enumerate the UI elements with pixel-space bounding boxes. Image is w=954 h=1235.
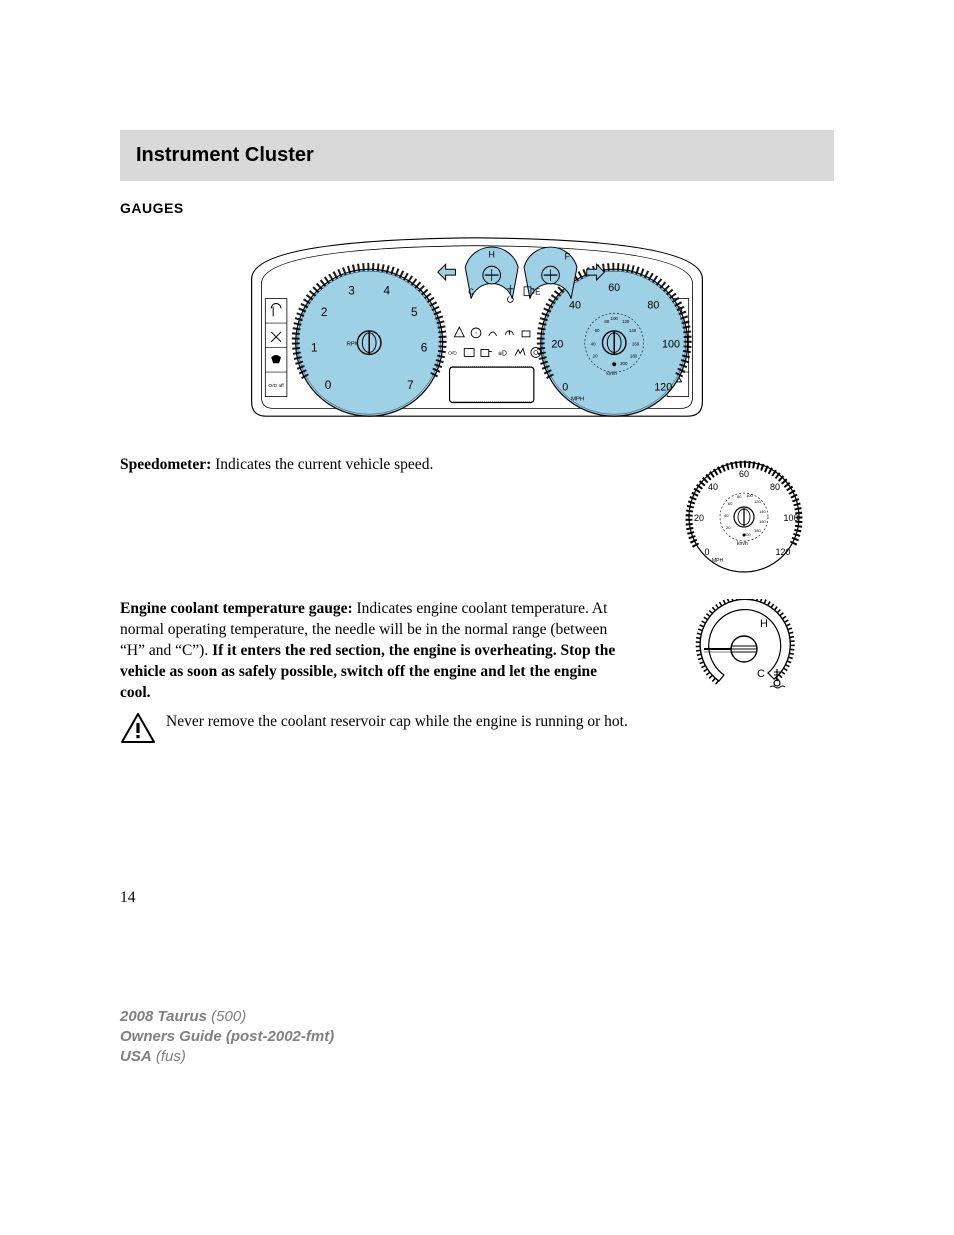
svg-text:F: F (564, 251, 570, 261)
speedometer-text: Indicates the current vehicle speed. (211, 456, 433, 473)
svg-text:200: 200 (620, 361, 628, 366)
svg-text:H: H (760, 618, 768, 630)
svg-text:60: 60 (739, 469, 749, 479)
svg-text:40: 40 (724, 513, 729, 518)
seatbelt-icon (271, 303, 281, 316)
svg-text:20: 20 (726, 525, 731, 530)
center-warning-lights: ! O/D ≡D (448, 326, 541, 357)
svg-text:100: 100 (662, 338, 680, 350)
svg-text:MPH: MPH (712, 558, 724, 564)
svg-text:180: 180 (754, 528, 761, 533)
left-turn-icon (438, 264, 456, 280)
svg-text:O/D: O/D (448, 350, 457, 356)
section-title: Instrument Cluster (136, 144, 818, 167)
svg-text:80: 80 (737, 494, 742, 499)
svg-text:4: 4 (384, 285, 391, 298)
svg-text:180: 180 (630, 353, 638, 358)
svg-text:km/h: km/h (737, 541, 748, 547)
svg-text:80: 80 (647, 299, 659, 311)
svg-text:40: 40 (591, 342, 596, 347)
speedometer-row: Speedometer: Indicates the current vehic… (120, 455, 834, 575)
svg-text:100: 100 (611, 316, 619, 321)
indicator-column-left: O/D off (265, 298, 287, 396)
speedometer-gauge: 0 20 40 60 80 100 120 MPH 20 40 60 80 10… (541, 267, 688, 416)
speedometer-desc: Speedometer: Indicates the current vehic… (120, 455, 630, 476)
page-number: 14 (120, 889, 834, 907)
temp-gauge-small: H C (438, 247, 518, 302)
warning-triangle-icon (120, 712, 156, 749)
svg-text:C: C (468, 288, 474, 297)
svg-text:120: 120 (622, 319, 630, 324)
svg-text:60: 60 (595, 328, 600, 333)
cluster-svg: O/D off 0 1 2 3 (222, 230, 732, 426)
svg-text:5: 5 (411, 306, 418, 319)
svg-text:100: 100 (783, 513, 798, 523)
speedometer-label: Speedometer: (120, 456, 211, 473)
coolant-detail-figure: H C (654, 599, 834, 699)
footer-line-3: USA (fus) (120, 1047, 834, 1067)
svg-text:E: E (535, 288, 540, 297)
svg-text:0: 0 (325, 379, 332, 392)
svg-text:20: 20 (551, 338, 563, 350)
svg-text:160: 160 (759, 519, 766, 524)
svg-text:60: 60 (608, 282, 620, 294)
svg-text:100: 100 (746, 493, 753, 498)
wrench-icon (271, 332, 281, 342)
svg-text:MPH: MPH (571, 396, 584, 402)
svg-text:km/h: km/h (606, 371, 617, 377)
svg-text:80: 80 (770, 482, 780, 492)
svg-text:20: 20 (593, 353, 598, 358)
instrument-cluster-figure: O/D off 0 1 2 3 (120, 230, 834, 431)
svg-text:C: C (757, 668, 765, 680)
svg-text:160: 160 (632, 342, 640, 347)
svg-text:120: 120 (775, 547, 790, 557)
svg-text:6: 6 (421, 341, 428, 354)
svg-text:0: 0 (704, 547, 709, 557)
svg-text:140: 140 (759, 509, 766, 514)
svg-text:140: 140 (629, 328, 637, 333)
speedometer-detail-figure: 0 20 40 60 80 100 120 MPH 20 40 60 80 10… (654, 455, 834, 575)
svg-text:H: H (489, 249, 495, 259)
svg-text:60: 60 (728, 501, 733, 506)
svg-text:120: 120 (654, 382, 672, 394)
svg-text:120: 120 (754, 499, 761, 504)
tachometer-gauge: 0 1 2 3 4 5 6 7 RPMx1000 (296, 267, 443, 416)
svg-text:≡D: ≡D (498, 350, 507, 357)
svg-text:7: 7 (407, 379, 414, 392)
section-header: Instrument Cluster (120, 130, 834, 181)
svg-text:0: 0 (562, 382, 568, 394)
coolant-row: Engine coolant temperature gauge: Indica… (120, 599, 834, 704)
footer: 2008 Taurus (500) Owners Guide (post-200… (120, 1007, 834, 1068)
subheading-gauges: GAUGES (120, 199, 834, 218)
svg-text:20: 20 (694, 513, 704, 523)
coolant-label: Engine coolant temperature gauge: (120, 600, 353, 617)
footer-line-1: 2008 Taurus (500) (120, 1007, 834, 1027)
coolant-desc: Engine coolant temperature gauge: Indica… (120, 599, 630, 704)
warning-text: Never remove the coolant reservoir cap w… (166, 712, 628, 733)
off-icon: O/D off (268, 383, 284, 389)
svg-text:!: ! (475, 331, 476, 337)
page: Instrument Cluster GAUGES O/D off (0, 0, 954, 1107)
svg-text:40: 40 (708, 482, 718, 492)
footer-line-2: Owners Guide (post-2002-fmt) (120, 1027, 834, 1047)
horn-icon (271, 355, 281, 363)
warning-box: Never remove the coolant reservoir cap w… (120, 712, 834, 749)
message-center-display (450, 366, 534, 402)
svg-text:80: 80 (604, 319, 609, 324)
svg-text:2: 2 (321, 306, 328, 319)
svg-text:1: 1 (311, 341, 318, 354)
svg-text:40: 40 (569, 299, 581, 311)
svg-text:3: 3 (348, 285, 355, 298)
